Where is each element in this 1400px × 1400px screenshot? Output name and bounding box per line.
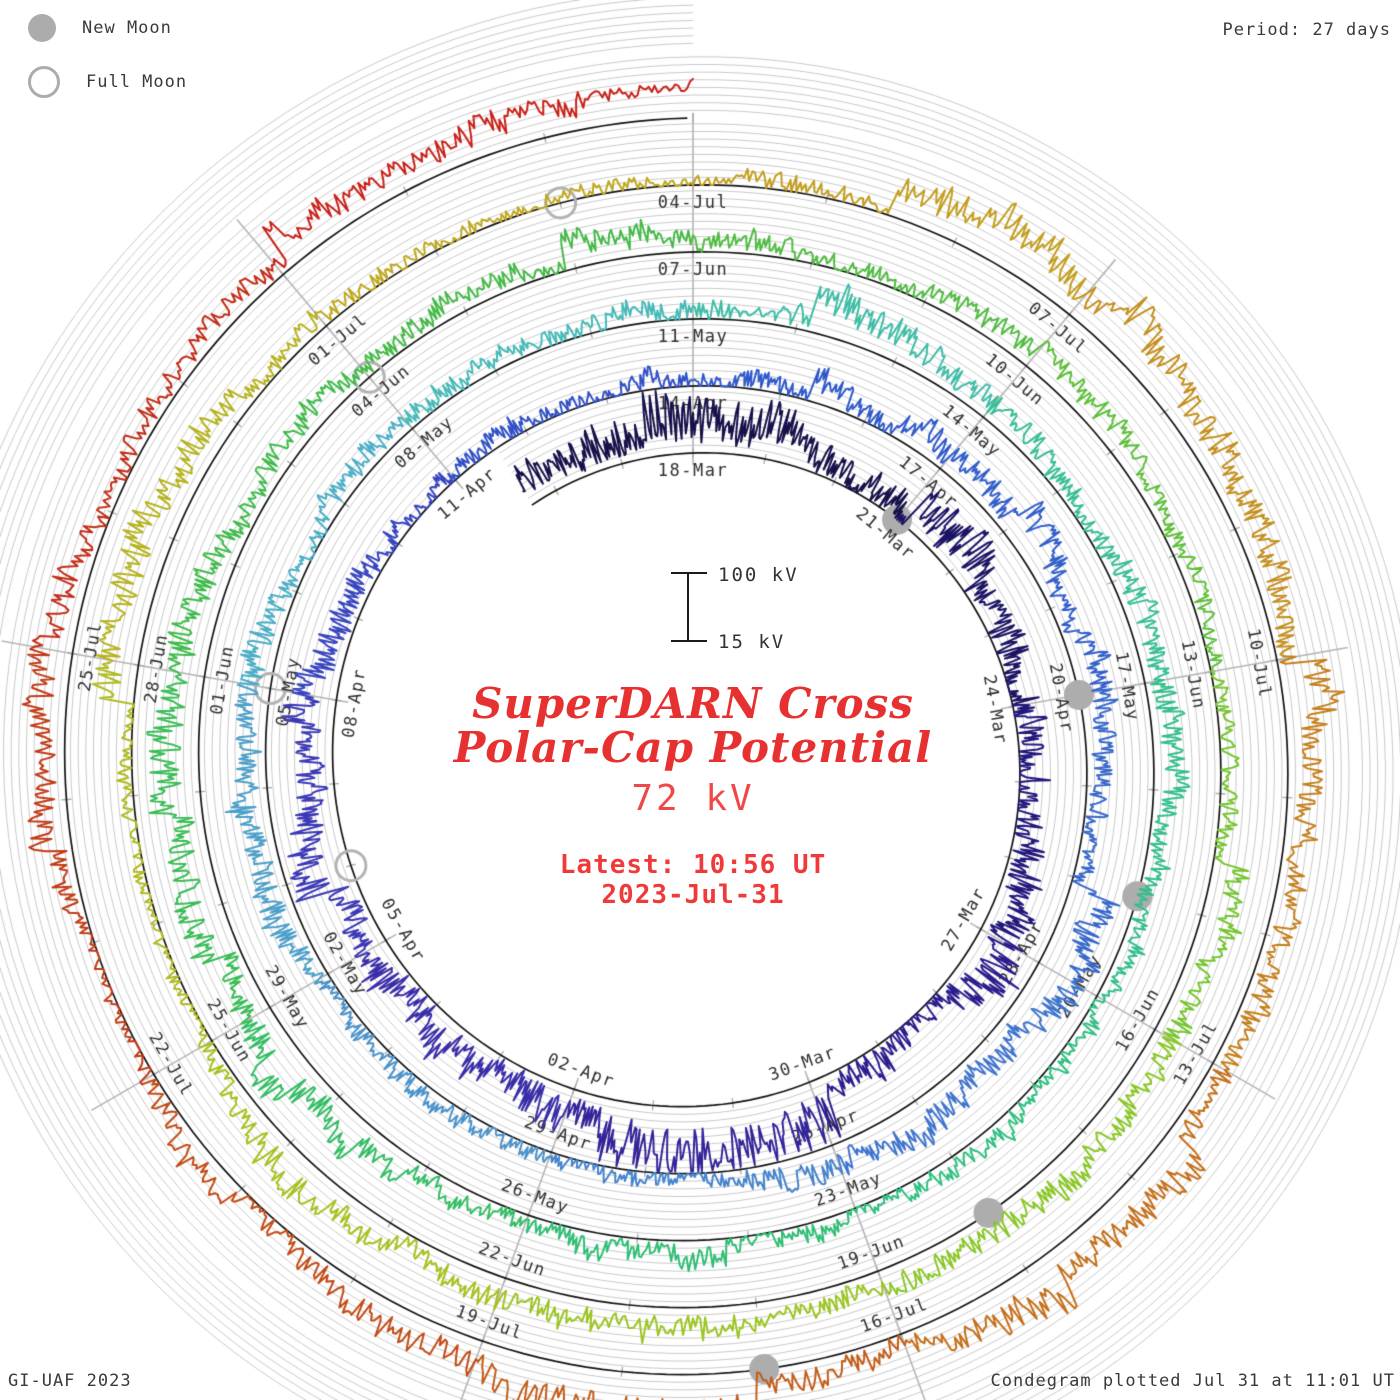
full-moon-label: Full Moon (86, 72, 188, 92)
latest-readout: Latest: 10:56 UT 2023-Jul-31 (343, 850, 1043, 910)
new-moon-label: New Moon (82, 18, 172, 38)
legend-new-moon: New Moon (28, 14, 172, 42)
latest-time: Latest: 10:56 UT (559, 850, 827, 880)
plotted-at-label: Condegram plotted Jul 31 at 11:01 UT (990, 1371, 1395, 1391)
scale-bar-line (687, 573, 689, 641)
chart-title: SuperDARN Cross Polar-Cap Potential (343, 682, 1043, 770)
scale-min-label: 15 kV (718, 631, 786, 653)
credit-label: GI-UAF 2023 (8, 1371, 132, 1391)
new-moon-icon (28, 14, 56, 42)
scale-bar-top-cap (671, 572, 707, 574)
latest-date: 2023-Jul-31 (601, 880, 785, 910)
full-moon-icon (28, 66, 60, 98)
period-label: Period: 27 days (1222, 20, 1391, 40)
scale-max-label: 100 kV (718, 564, 799, 586)
legend-full-moon: Full Moon (28, 66, 187, 98)
current-value: 72 kV (631, 778, 755, 819)
scale-bar-bottom-cap (671, 640, 707, 642)
chart-title-line1: SuperDARN Cross (472, 679, 914, 728)
chart-title-line2: Polar-Cap Potential (453, 723, 933, 772)
